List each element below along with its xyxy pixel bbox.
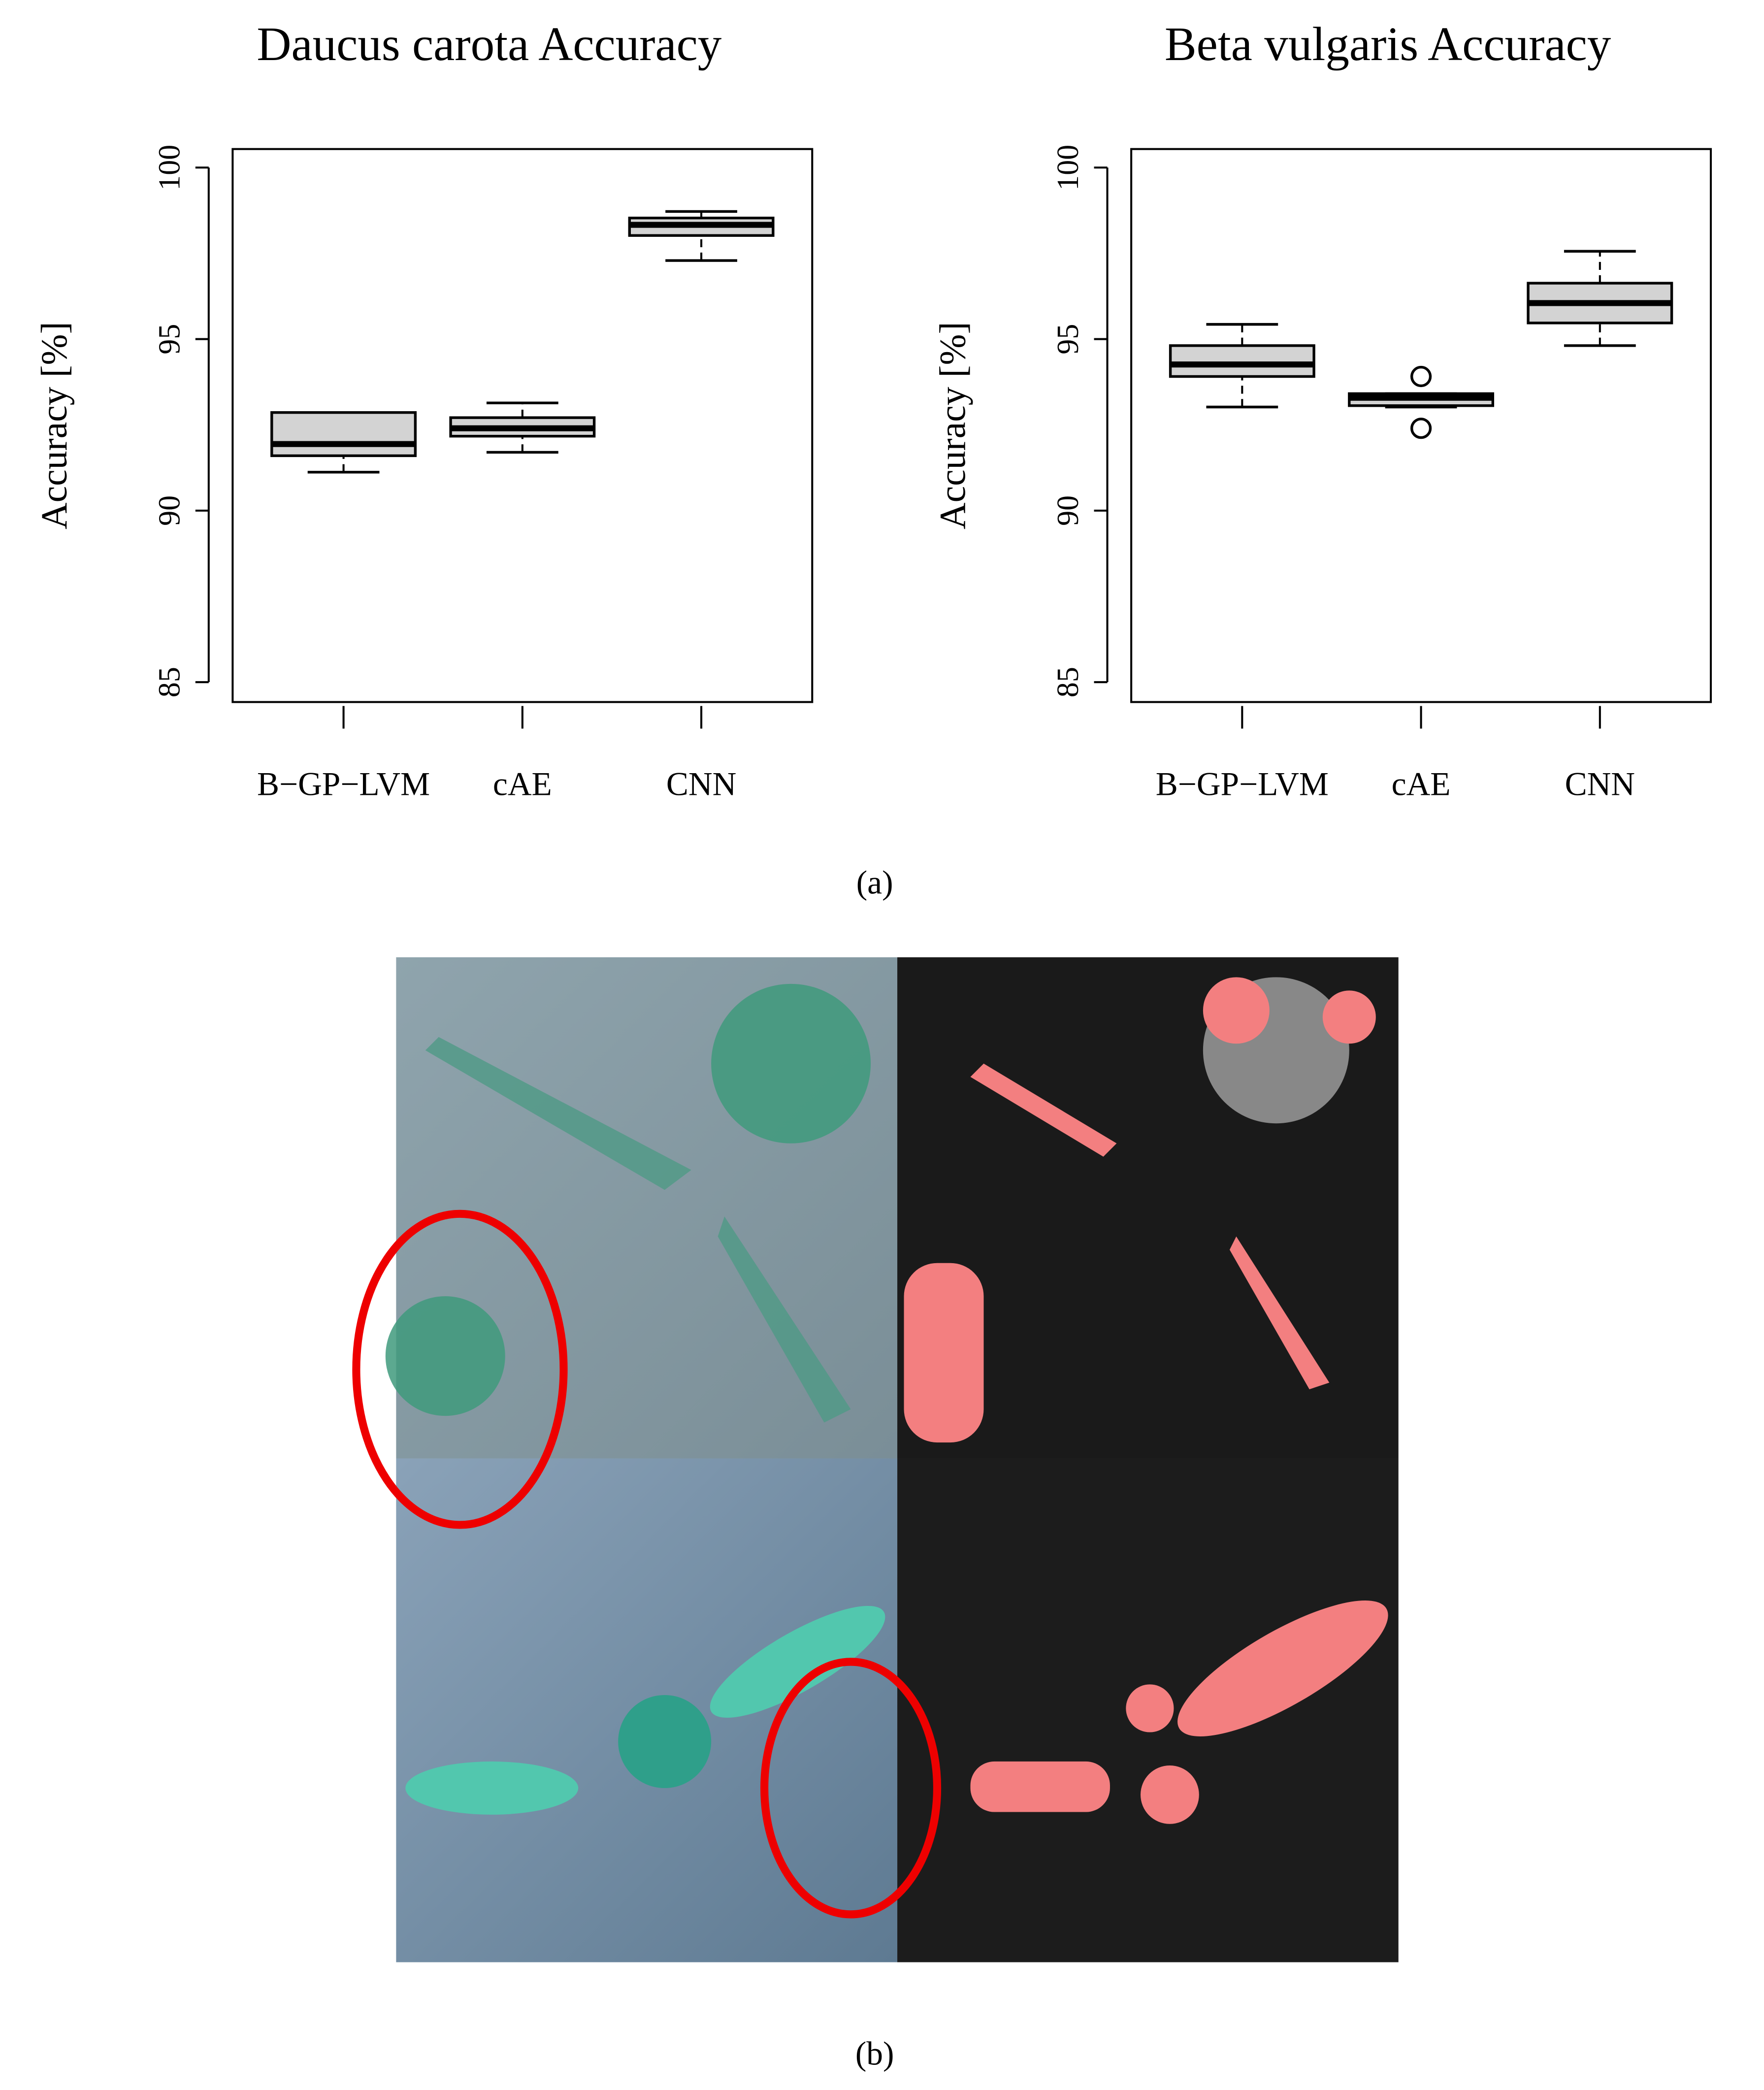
mask xyxy=(1177,1600,1388,1736)
x-tick-label: CNN xyxy=(1565,766,1635,803)
chart-title: Beta vulgaris Accuracy xyxy=(1165,18,1611,71)
plant xyxy=(385,1296,505,1416)
mask xyxy=(1203,977,1270,1044)
mask xyxy=(1322,990,1376,1044)
y-tick-label: 85 xyxy=(1051,667,1085,697)
caption: (b) xyxy=(855,2035,894,2072)
y-tick-label: 90 xyxy=(1051,495,1085,526)
mask xyxy=(904,1263,984,1443)
mask xyxy=(970,1761,1110,1812)
x-tick-label: cAE xyxy=(493,766,552,803)
outlier xyxy=(1410,418,1432,439)
highlight-ellipse xyxy=(352,1209,568,1529)
y-tick-label: 100 xyxy=(153,145,186,191)
highlight-ellipse xyxy=(760,1658,942,1919)
chart: Beta vulgaris Accuracy 85 90 95 100 Accuracy … xyxy=(933,18,1712,803)
outlier xyxy=(1410,365,1432,388)
chart: Daucus carota Accuracy 85 90 95 100 Accuracy … xyxy=(34,18,814,803)
caption: (a) xyxy=(856,864,893,901)
x-tick-label: B−GP−LVM xyxy=(257,766,430,803)
x-tick-label: B−GP−LVM xyxy=(1156,766,1329,803)
y-tick-label: 95 xyxy=(1051,324,1085,355)
leaf xyxy=(425,1037,691,1190)
chart-title: Daucus carota Accuracy xyxy=(257,18,721,71)
plot-frame xyxy=(1130,148,1712,703)
plant xyxy=(711,983,871,1143)
y-axis-label: Accuracy [%] xyxy=(933,322,974,529)
box xyxy=(1169,344,1315,378)
mask xyxy=(1229,1236,1330,1390)
mask xyxy=(970,1063,1117,1157)
leaf xyxy=(405,1761,579,1815)
box xyxy=(270,411,417,457)
y-tick-label: 100 xyxy=(1051,145,1085,191)
mask xyxy=(1126,1684,1174,1732)
y-tick-label: 95 xyxy=(153,324,186,355)
x-tick-label: CNN xyxy=(666,766,736,803)
y-tick-label: 85 xyxy=(153,667,186,697)
plot-frame xyxy=(231,148,814,703)
leaf xyxy=(710,1605,885,1718)
y-tick-label: 90 xyxy=(153,495,186,526)
plant xyxy=(618,1695,712,1788)
mask xyxy=(1141,1765,1199,1824)
x-tick-label: cAE xyxy=(1392,766,1451,803)
leaf xyxy=(718,1216,851,1423)
photo-panel xyxy=(352,957,1399,1962)
y-axis-label: Accuracy [%] xyxy=(34,322,75,529)
